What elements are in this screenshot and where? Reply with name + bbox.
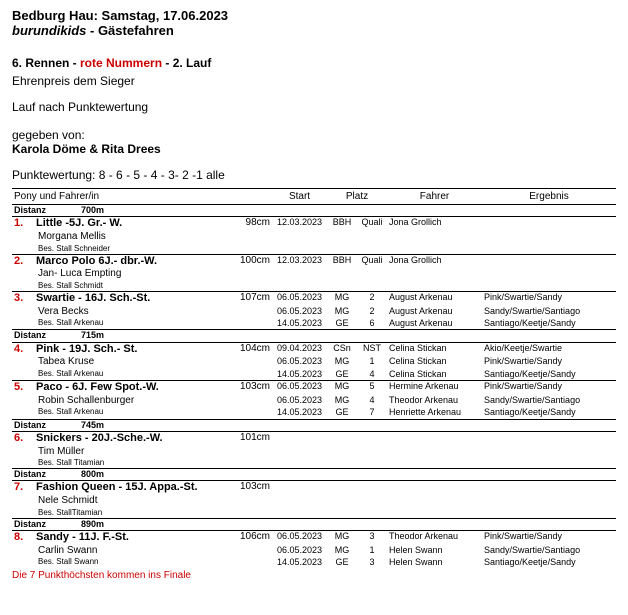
entry-stable-row: Bes. StallTitamian (12, 508, 616, 519)
event-subtitle: burundikids - Gästefahren (12, 23, 616, 38)
event-title: Bedburg Hau: Samstag, 17.06.2023 (12, 8, 616, 23)
entry-row: 7.Fashion Queen - 15J. Appa.-St.103cm (12, 481, 616, 495)
col-fahrer: Fahrer (387, 189, 482, 205)
entry-stable-row: Bes. Stall Schmidt (12, 281, 616, 292)
footer-note: Die 7 Punkthöchsten kommen ins Finale (12, 570, 616, 581)
table-header-row: Pony und Fahrer/in Start Platz Fahrer Er… (12, 189, 616, 205)
entry-rider-row: Nele Schmidt (12, 495, 616, 508)
distance-row: Distanz800m (12, 469, 616, 481)
distance-row: Distanz715m (12, 330, 616, 342)
entry-row: 3.Swartie - 16J. Sch.-St.107cm06.05.2023… (12, 291, 616, 305)
entry-rider-row: Robin Schallenburger06.05.2023MG4Theodor… (12, 395, 616, 408)
entry-row: 8.Sandy - 11J. F.-St.106cm06.05.2023MG3T… (12, 530, 616, 544)
entry-rider-row: Tim Müller (12, 446, 616, 459)
distance-row: Distanz745m (12, 419, 616, 431)
entry-row: 5.Paco - 6J. Few Spot.-W.103cm06.05.2023… (12, 381, 616, 395)
entry-stable-row: Bes. Stall Arkenau14.05.2023GE4Celina St… (12, 369, 616, 381)
given-by-label: gegeben von: (12, 128, 616, 142)
scoring-line: Punktewertung: 8 - 6 - 5 - 4 - 3- 2 -1 a… (12, 168, 616, 182)
entry-row: 6.Snickers - 20J.-Sche.-W.101cm (12, 431, 616, 445)
race-line: 6. Rennen - rote Nummern - 2. Lauf (12, 56, 616, 70)
mode-line: Lauf nach Punktewertung (12, 100, 616, 114)
entry-stable-row: Bes. Stall Swann14.05.2023GE3Helen Swann… (12, 557, 616, 568)
given-by: Karola Döme & Rita Drees (12, 142, 616, 156)
entry-rider-row: Morgana Mellis (12, 231, 616, 244)
col-ergebnis: Ergebnis (482, 189, 616, 205)
col-platz: Platz (327, 189, 387, 205)
entry-row: 1.Little -5J. Gr.- W.98cm12.03.2023BBHQu… (12, 217, 616, 231)
entry-stable-row: Bes. Stall Arkenau14.05.2023GE6August Ar… (12, 318, 616, 330)
event-header: Bedburg Hau: Samstag, 17.06.2023 burundi… (12, 8, 616, 38)
col-start: Start (272, 189, 327, 205)
entry-rider-row: Carlin Swann06.05.2023MG1Helen SwannSand… (12, 545, 616, 558)
entry-stable-row: Bes. Stall Titamian (12, 458, 616, 469)
entry-row: 4.Pink - 19J. Sch.- St.104cm09.04.2023CS… (12, 342, 616, 356)
entry-stable-row: Bes. Stall Arkenau14.05.2023GE7Henriette… (12, 407, 616, 419)
honor-line: Ehrenpreis dem Sieger (12, 74, 616, 88)
entry-rider-row: Jan- Luca Empting (12, 268, 616, 281)
entry-row: 2.Marco Polo 6J.- dbr.-W.100cm12.03.2023… (12, 254, 616, 268)
distance-row: Distanz890m (12, 518, 616, 530)
race-table: Pony und Fahrer/in Start Platz Fahrer Er… (12, 188, 616, 568)
distance-row: Distanz700m (12, 205, 616, 217)
entry-rider-row: Vera Becks06.05.2023MG2August ArkenauSan… (12, 306, 616, 319)
entry-rider-row: Tabea Kruse06.05.2023MG1Celina StickanPi… (12, 356, 616, 369)
entry-stable-row: Bes. Stall Schneider (12, 244, 616, 255)
col-pony: Pony und Fahrer/in (12, 189, 272, 205)
